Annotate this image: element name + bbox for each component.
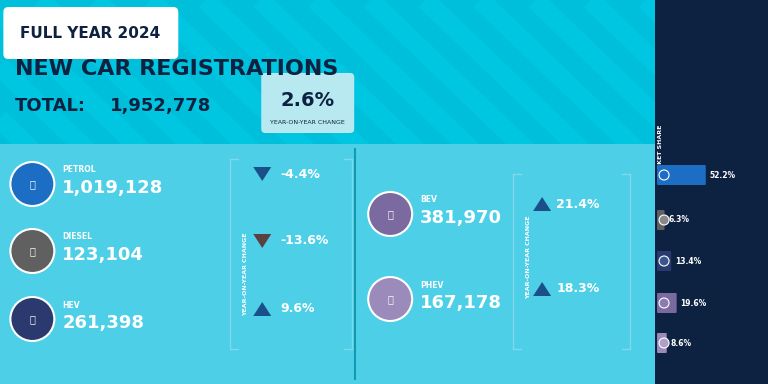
Text: YEAR-ON-YEAR CHANGE: YEAR-ON-YEAR CHANGE (270, 119, 345, 124)
Circle shape (659, 298, 669, 308)
FancyBboxPatch shape (657, 293, 677, 313)
Text: 21.4%: 21.4% (556, 197, 600, 210)
FancyBboxPatch shape (3, 7, 178, 59)
Circle shape (11, 162, 55, 206)
Circle shape (368, 277, 412, 321)
FancyBboxPatch shape (657, 210, 664, 230)
FancyBboxPatch shape (657, 165, 706, 185)
Circle shape (659, 338, 669, 348)
FancyBboxPatch shape (657, 251, 671, 271)
Polygon shape (253, 234, 271, 248)
Text: 381,970: 381,970 (420, 209, 502, 227)
Text: ⛽: ⛽ (29, 246, 35, 256)
FancyBboxPatch shape (0, 144, 655, 384)
Text: -13.6%: -13.6% (280, 235, 329, 248)
Circle shape (659, 170, 669, 180)
Text: BEV: BEV (420, 195, 437, 205)
Polygon shape (253, 302, 271, 316)
FancyBboxPatch shape (655, 0, 768, 384)
Text: ⛽: ⛽ (387, 209, 393, 219)
Text: 52.2%: 52.2% (710, 170, 736, 179)
Circle shape (11, 229, 55, 273)
Text: -4.4%: -4.4% (280, 167, 320, 180)
Circle shape (368, 192, 412, 236)
FancyBboxPatch shape (657, 333, 667, 353)
Text: 1,019,128: 1,019,128 (62, 179, 164, 197)
Circle shape (659, 256, 669, 266)
Text: NEW CAR REGISTRATIONS: NEW CAR REGISTRATIONS (15, 59, 339, 79)
Text: 13.4%: 13.4% (675, 257, 701, 265)
FancyBboxPatch shape (261, 73, 354, 133)
Polygon shape (253, 167, 271, 181)
Text: 123,104: 123,104 (62, 246, 144, 264)
Circle shape (659, 215, 669, 225)
Text: 9.6%: 9.6% (280, 303, 315, 316)
Text: FULL YEAR 2024: FULL YEAR 2024 (20, 25, 161, 40)
Text: 8.6%: 8.6% (670, 339, 692, 348)
Text: 1,952,778: 1,952,778 (111, 97, 212, 115)
Circle shape (11, 297, 55, 341)
Text: 19.6%: 19.6% (680, 298, 707, 308)
Text: 18.3%: 18.3% (556, 283, 599, 296)
Text: PHEV: PHEV (420, 280, 444, 290)
Text: ⛽: ⛽ (29, 314, 35, 324)
Text: YEAR-ON-YEAR CHANGE: YEAR-ON-YEAR CHANGE (243, 232, 248, 316)
Polygon shape (533, 282, 551, 296)
Text: HEV: HEV (62, 301, 80, 310)
Text: 261,398: 261,398 (62, 314, 144, 332)
Text: ⛽: ⛽ (29, 179, 35, 189)
Text: ⛽: ⛽ (387, 294, 393, 304)
Text: MARKET SHARE: MARKET SHARE (658, 124, 663, 180)
Text: TOTAL:: TOTAL: (15, 97, 86, 115)
Text: 167,178: 167,178 (420, 294, 502, 312)
Text: 2.6%: 2.6% (280, 91, 335, 109)
Text: DIESEL: DIESEL (62, 232, 92, 242)
Text: 6.3%: 6.3% (669, 215, 690, 225)
Polygon shape (533, 197, 551, 211)
Text: PETROL: PETROL (62, 166, 96, 174)
Text: YEAR-ON-YEAR CHANGE: YEAR-ON-YEAR CHANGE (525, 215, 531, 299)
